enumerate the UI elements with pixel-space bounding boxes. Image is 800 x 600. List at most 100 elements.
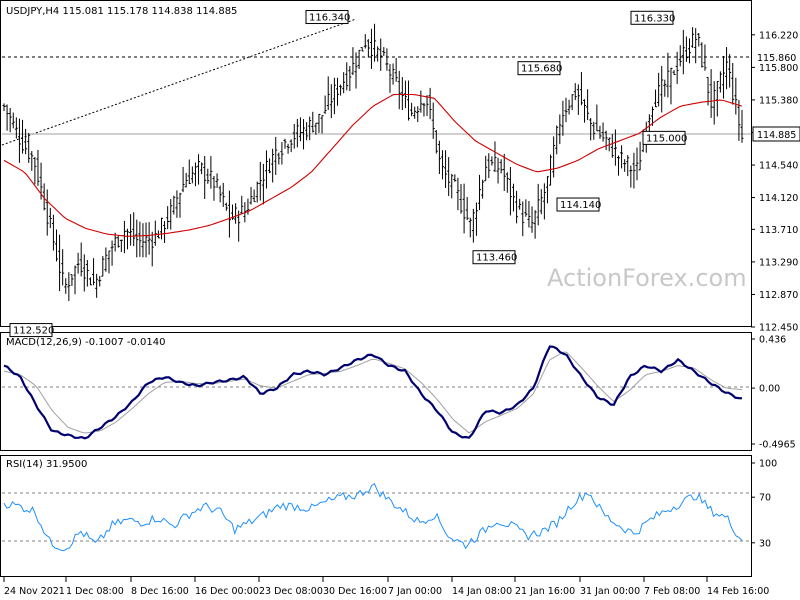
price-bar — [709, 69, 713, 118]
price-bar — [169, 199, 173, 230]
price-bar — [694, 28, 698, 64]
price-bar — [255, 181, 259, 203]
rsi-y-axis: 100 70 30 — [751, 459, 777, 549]
price-bar — [92, 258, 96, 286]
price-bar — [465, 196, 469, 221]
price-bar — [354, 52, 358, 89]
price-bar — [592, 121, 596, 140]
rsi-panel-frame — [0, 455, 752, 577]
price-bar — [484, 155, 488, 182]
annotation-label: 112.520 — [13, 326, 54, 337]
price-bar — [508, 166, 512, 216]
price-bar — [626, 155, 630, 177]
macd-y-tick-label: 0.00 — [759, 384, 780, 395]
x-tick-label: 31 Jan 00:00 — [580, 586, 640, 597]
price-bar — [184, 172, 188, 188]
x-tick-label: 8 Dec 16:00 — [131, 586, 189, 597]
price-bar — [366, 39, 370, 58]
price-bar — [437, 140, 441, 174]
price-bar — [530, 206, 534, 233]
price-y-tick-label: 113.710 — [759, 225, 798, 236]
price-bar — [595, 104, 599, 132]
price-bar — [728, 54, 732, 88]
price-bar — [613, 129, 617, 166]
price-bar — [159, 217, 163, 240]
price-bar — [542, 183, 546, 220]
price-bar — [610, 133, 614, 158]
price-bar — [126, 228, 130, 250]
price-annotation: 116.330 — [630, 10, 675, 25]
price-bar — [360, 47, 364, 52]
price-bar — [623, 159, 627, 172]
price-y-tick-label: 115.380 — [759, 95, 798, 106]
macd-y-axis: 0.436 0.00 -0.4965 — [751, 335, 796, 451]
price-bar — [79, 242, 83, 277]
price-bar — [413, 106, 417, 119]
price-annotation: 116.340 — [305, 10, 350, 25]
price-bar — [54, 229, 58, 262]
price-bar — [471, 208, 475, 243]
price-bar — [48, 207, 52, 229]
price-bar — [129, 214, 133, 246]
price-bar — [416, 106, 420, 123]
price-bar — [8, 108, 12, 133]
watermark: ActionForex.com — [547, 264, 747, 292]
price-bar — [629, 165, 633, 188]
price-annotation: 113.460 — [472, 250, 517, 265]
price-bar — [329, 84, 333, 119]
price-bar — [555, 125, 559, 155]
price-bar — [545, 176, 549, 204]
price-bar — [209, 156, 213, 189]
price-bar — [434, 130, 438, 154]
price-bar — [678, 45, 682, 67]
price-bar — [234, 203, 238, 224]
price-bar — [342, 72, 346, 94]
price-bar — [635, 147, 639, 181]
price-bar — [725, 47, 729, 90]
price-annotation: 112.520 — [9, 323, 54, 338]
price-y-tick-label: 114.540 — [759, 161, 798, 172]
price-bar — [311, 111, 315, 133]
price-bar — [113, 232, 117, 252]
price-bar — [289, 139, 293, 153]
x-tick-label: 24 Nov 2021 — [4, 586, 65, 597]
price-bar — [240, 195, 244, 214]
price-bar — [175, 190, 179, 218]
price-bar — [357, 49, 361, 69]
price-bar — [586, 89, 590, 121]
price-bar — [570, 94, 574, 111]
price-bar — [620, 145, 624, 169]
price-bar — [150, 231, 154, 267]
price-bar — [348, 66, 352, 92]
price-bar — [332, 77, 336, 115]
price-bar — [98, 275, 102, 287]
price-bar — [302, 119, 306, 150]
price-annotation: 115.680 — [517, 61, 562, 76]
price-bar — [376, 46, 380, 62]
price-bar — [666, 52, 670, 98]
price-bar — [601, 122, 605, 142]
price-bar — [453, 174, 457, 182]
price-bar — [468, 217, 472, 238]
price-bar — [373, 23, 377, 62]
price-bar — [650, 106, 654, 126]
price-bar — [351, 47, 355, 76]
price-bar — [697, 33, 701, 47]
price-annotation: 115.000 — [642, 130, 687, 145]
price-bar — [298, 117, 302, 142]
price-bar — [283, 138, 287, 149]
price-bar — [110, 240, 114, 266]
price-bar — [323, 95, 327, 114]
price-bar — [604, 130, 608, 151]
price-bar — [561, 100, 565, 136]
price-bar — [524, 199, 528, 217]
price-bar — [85, 260, 89, 287]
x-tick-label: 21 Jan 16:00 — [515, 586, 575, 597]
price-bar — [212, 175, 216, 201]
price-bar — [675, 51, 679, 84]
price-bar — [499, 159, 503, 174]
price-bar — [394, 57, 398, 82]
price-bar — [21, 119, 25, 154]
macd-y-tick-label: 0.436 — [759, 335, 786, 346]
price-bar — [317, 113, 321, 133]
